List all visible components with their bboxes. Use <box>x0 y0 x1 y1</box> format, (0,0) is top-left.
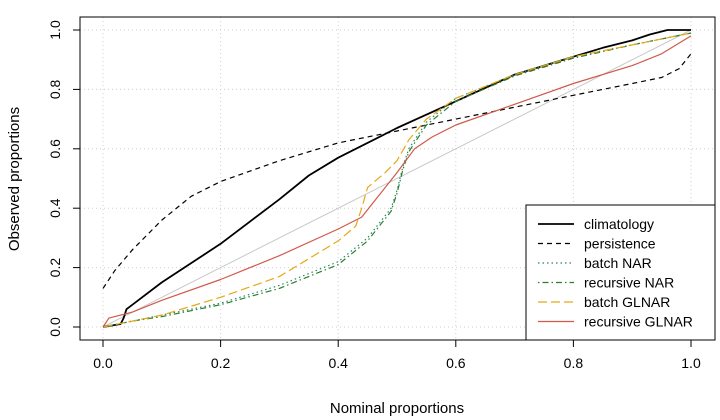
legend-label: recursive GLNAR <box>584 314 693 330</box>
y-tick-label: 1.0 <box>47 20 63 40</box>
x-tick-label: 1.0 <box>681 355 701 371</box>
diagonal-line <box>102 29 692 328</box>
legend-label: persistence <box>584 236 656 252</box>
legend-label: batch NAR <box>584 255 652 271</box>
legend-label: recursive NAR <box>584 275 674 291</box>
axes: 0.0 0.2 0.4 0.6 0.8 1.0 0.0 0.2 0.4 0.6 0.8 1.0 <box>47 20 701 371</box>
legend: climatology persistence batch NAR recursive… <box>525 204 716 341</box>
x-tick-label: 0.6 <box>446 355 466 371</box>
series-lines <box>102 29 692 328</box>
x-tick-label: 0.8 <box>564 355 584 371</box>
x-tick-label: 0.2 <box>211 355 231 371</box>
y-tick-label: 0.2 <box>47 258 63 278</box>
x-tick-label: 0.0 <box>93 355 113 371</box>
series-line-persistence <box>102 53 692 289</box>
series-line-batch-glnar <box>102 32 692 328</box>
series-line-recursive-glnar <box>102 35 692 328</box>
series-line-recursive-nar <box>102 32 692 328</box>
legend-label: batch GLNAR <box>584 294 670 310</box>
x-axis-title: Nominal proportions <box>330 400 464 417</box>
y-tick-label: 0.4 <box>47 198 63 218</box>
y-tick-label: 0.0 <box>47 317 63 337</box>
y-axis-title: Observed proportions <box>6 107 23 251</box>
y-tick-label: 0.8 <box>47 79 63 99</box>
y-tick-label: 0.6 <box>47 139 63 159</box>
diagonal-reference <box>102 29 692 328</box>
series-line-climatology <box>102 29 691 328</box>
legend-box <box>525 204 716 341</box>
legend-label: climatology <box>584 216 654 232</box>
x-tick-label: 0.4 <box>328 355 348 371</box>
